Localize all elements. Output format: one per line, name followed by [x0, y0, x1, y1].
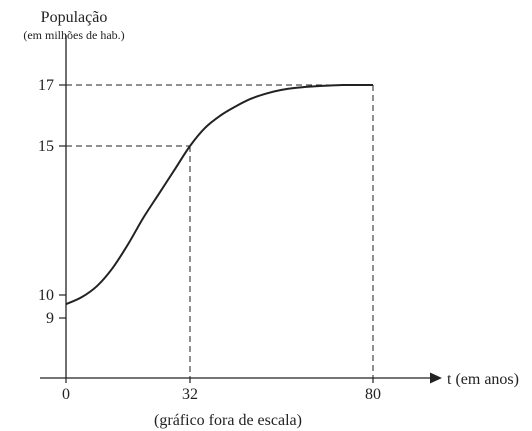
scale-note: (gráfico fora de escala): [154, 412, 302, 429]
x-axis-arrow-icon: [430, 372, 442, 384]
population-curve: [65, 83, 373, 306]
y-axis-unit: (em milhões de hab.): [23, 28, 124, 42]
x-tick-label: 0: [62, 386, 70, 403]
y-tick-label: 10: [38, 287, 54, 304]
y-tick-label: 9: [46, 310, 54, 327]
tick-group: 9 10 15 17 0 32 80: [38, 77, 381, 403]
x-tick-label: 32: [182, 386, 198, 403]
y-tick-label: 15: [38, 138, 54, 155]
reference-lines: [66, 84, 374, 378]
x-axis-title: t (em anos): [447, 371, 519, 388]
y-tick-label: 17: [38, 77, 54, 94]
curve-group: [65, 83, 373, 306]
y-axis-title: População: [41, 9, 108, 26]
x-tick-label: 80: [365, 386, 381, 403]
